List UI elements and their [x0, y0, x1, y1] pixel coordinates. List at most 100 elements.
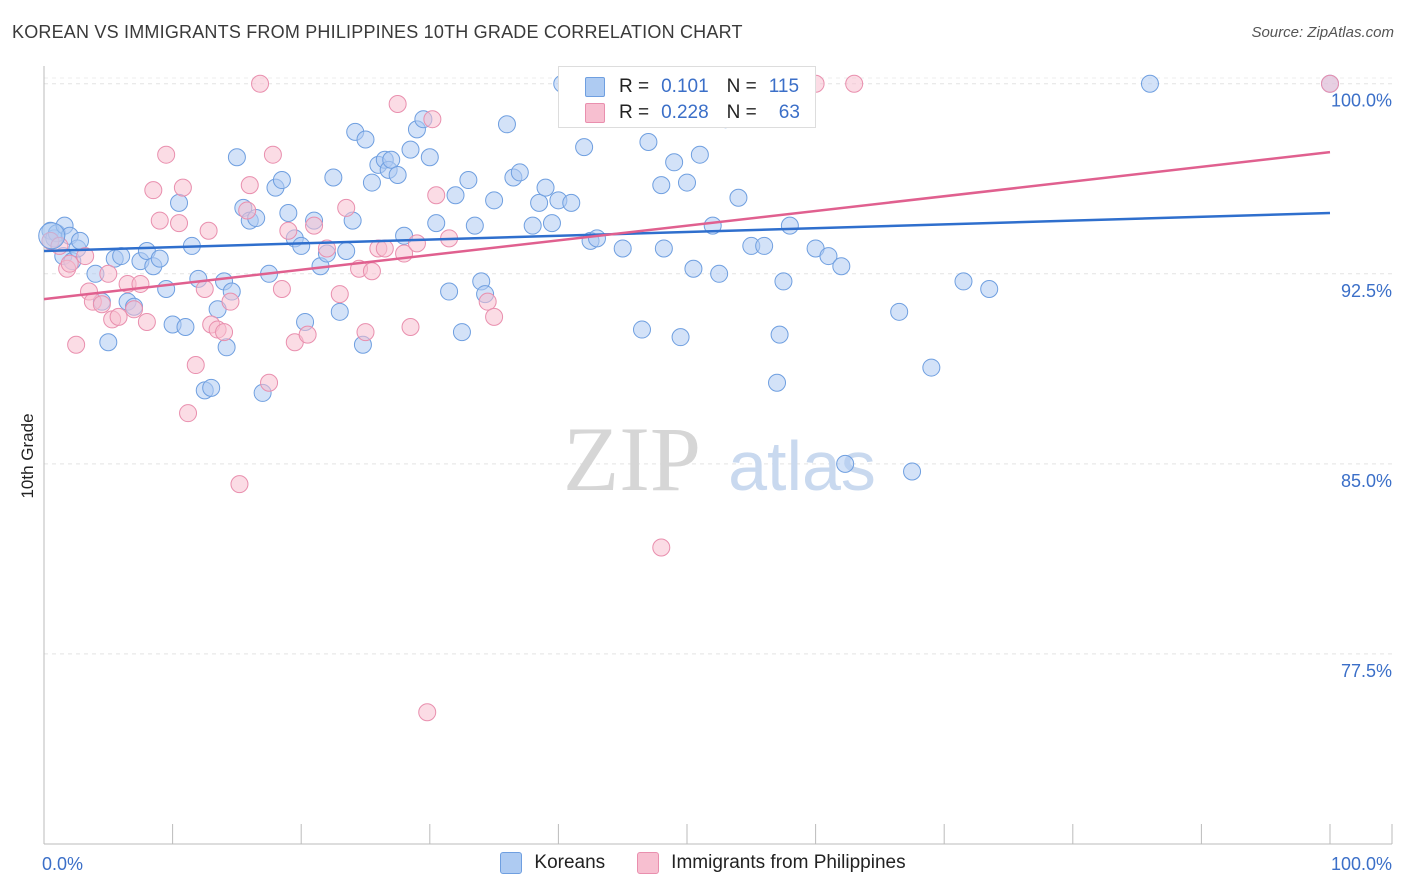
- point-koreans: [157, 280, 176, 299]
- point-koreans: [459, 171, 478, 190]
- point-philippines: [157, 145, 176, 164]
- n-label: N =: [726, 102, 757, 123]
- point-koreans: [652, 176, 671, 195]
- point-philippines: [356, 323, 375, 342]
- point-philippines: [485, 307, 504, 326]
- point-koreans: [202, 378, 221, 397]
- tick-labels: 77.5% 85.0% 92.5% 100.0% 0.0% 100.0%: [42, 91, 1392, 874]
- point-koreans: [427, 214, 446, 233]
- point-philippines: [67, 335, 86, 354]
- point-koreans: [922, 358, 941, 377]
- point-koreans: [510, 163, 529, 182]
- legend-swatch-philippines: [585, 103, 605, 123]
- point-koreans: [836, 454, 855, 473]
- point-koreans: [150, 249, 169, 268]
- point-koreans: [690, 145, 709, 164]
- legend-item-koreans: Koreans: [500, 852, 605, 874]
- point-koreans: [170, 193, 189, 212]
- point-philippines: [76, 247, 95, 266]
- y-tick-label: 100.0%: [1331, 91, 1392, 111]
- point-koreans: [324, 168, 343, 187]
- point-philippines: [317, 239, 336, 258]
- point-philippines: [109, 307, 128, 326]
- point-philippines: [279, 221, 298, 240]
- point-philippines: [337, 198, 356, 217]
- point-koreans: [710, 264, 729, 283]
- point-koreans: [292, 236, 311, 255]
- point-koreans: [330, 302, 349, 321]
- point-koreans: [227, 148, 246, 167]
- point-koreans: [71, 231, 90, 250]
- point-philippines: [272, 280, 291, 299]
- y-tick-label: 92.5%: [1341, 281, 1392, 301]
- x-tick-label: 0.0%: [42, 854, 83, 874]
- data-points: [38, 74, 1339, 722]
- point-philippines: [845, 74, 864, 93]
- point-philippines: [401, 318, 420, 337]
- point-koreans: [890, 302, 909, 321]
- point-philippines: [230, 475, 249, 494]
- legend-label-koreans: Koreans: [534, 852, 606, 873]
- trend-lines: [43, 150, 1331, 301]
- point-koreans: [420, 148, 439, 167]
- n-value: 63: [778, 102, 800, 123]
- point-philippines: [263, 145, 282, 164]
- point-koreans: [903, 462, 922, 481]
- stats-row-koreans: R = 0.101 N = 115: [585, 74, 799, 100]
- y-tick-label: 77.5%: [1341, 661, 1392, 681]
- point-philippines: [195, 280, 214, 299]
- point-philippines: [221, 292, 240, 311]
- chart-title: KOREAN VS IMMIGRANTS FROM PHILIPPINES 10…: [12, 22, 743, 42]
- point-philippines: [375, 239, 394, 258]
- point-philippines: [652, 538, 671, 557]
- point-philippines: [238, 201, 257, 220]
- point-philippines: [173, 178, 192, 197]
- point-philippines: [251, 74, 270, 93]
- point-koreans: [678, 173, 696, 192]
- point-koreans: [362, 173, 381, 192]
- point-philippines: [92, 295, 111, 314]
- point-koreans: [980, 280, 999, 299]
- point-koreans: [562, 193, 581, 212]
- point-koreans: [684, 259, 703, 278]
- point-koreans: [774, 272, 793, 291]
- point-koreans: [446, 186, 465, 205]
- grid-lines: [44, 77, 1392, 655]
- point-koreans: [665, 153, 684, 172]
- point-philippines: [418, 703, 437, 722]
- point-koreans: [38, 222, 66, 250]
- n-value: 115: [768, 76, 800, 97]
- point-koreans: [819, 247, 838, 266]
- point-koreans: [768, 373, 787, 392]
- stats-row-philippines: R = 0.228 N = 63: [585, 100, 800, 126]
- point-philippines: [362, 262, 381, 281]
- point-koreans: [542, 214, 561, 233]
- point-philippines: [298, 325, 317, 344]
- point-koreans: [356, 130, 375, 149]
- point-philippines: [125, 300, 144, 319]
- legend-label-philippines: Immigrants from Philippines: [671, 852, 906, 873]
- legend-swatch-koreans: [500, 852, 523, 874]
- point-philippines: [330, 285, 349, 304]
- watermark-zip: ZIP: [563, 408, 701, 510]
- point-philippines: [179, 404, 198, 423]
- point-koreans: [530, 193, 549, 212]
- stats-legend: R = 0.101 N = 115 R = 0.228 N = 63: [558, 66, 816, 128]
- point-koreans: [536, 178, 555, 197]
- r-value: 0.101: [661, 76, 709, 97]
- point-koreans: [382, 150, 401, 169]
- point-philippines: [260, 373, 279, 392]
- r-label: R =: [619, 76, 650, 97]
- point-koreans: [176, 318, 195, 337]
- point-philippines: [1321, 74, 1339, 93]
- point-philippines: [199, 221, 218, 240]
- r-label: R =: [619, 102, 650, 123]
- point-koreans: [1140, 74, 1159, 93]
- point-koreans: [654, 239, 673, 258]
- y-axis-label: 10th Grade: [18, 413, 37, 499]
- legend-swatch-philippines: [637, 852, 660, 874]
- point-koreans: [632, 320, 651, 339]
- point-koreans: [99, 333, 118, 352]
- series-legend: Koreans Immigrants from Philippines: [0, 852, 1406, 874]
